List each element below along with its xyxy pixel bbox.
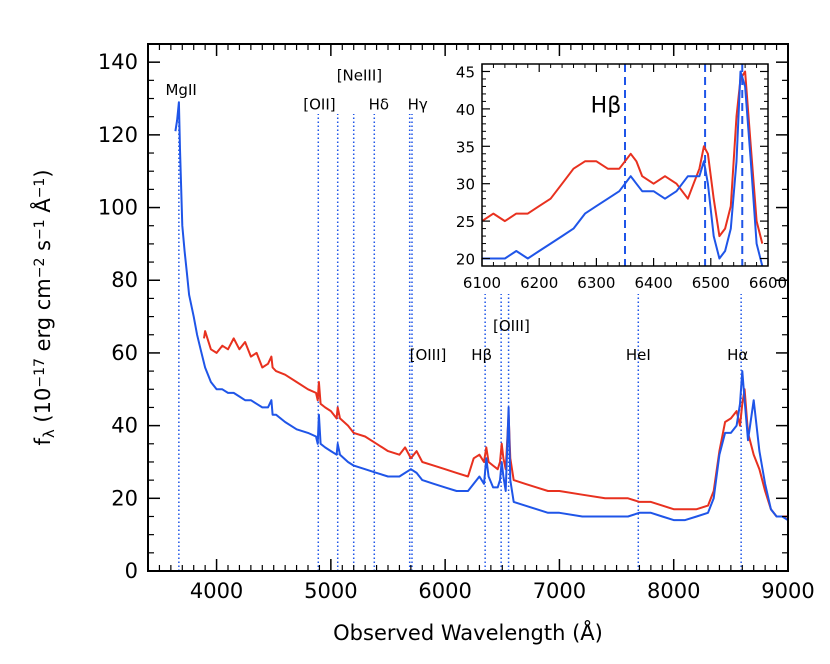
inset-x-tick-label: 6600	[749, 274, 787, 292]
inset-x-tick-label: 6400	[635, 274, 673, 292]
y-tick-label: 0	[125, 559, 138, 583]
y-tick-label: 100	[98, 196, 138, 220]
inset-spectrum-line	[481, 70, 764, 244]
x-tick-label: 9000	[761, 579, 814, 603]
emission-line-label: [OII]	[303, 95, 335, 113]
inset-y-tick-label: 35	[456, 138, 475, 156]
spectrum-line	[203, 330, 788, 518]
inset-spectrum-line	[482, 70, 764, 267]
y-tick-label: 20	[111, 486, 138, 510]
emission-line-label: [OIII]	[410, 346, 447, 364]
inset-frame	[481, 63, 769, 267]
main-plot: 4000 5000 6000 7000 8000 9000 0 20 40 60 80 100 120 1…	[29, 43, 815, 645]
y-axis-title-part: f	[31, 438, 55, 446]
x-tick-label: 8000	[647, 579, 700, 603]
y-tick-label: 120	[98, 123, 138, 147]
spectrum-line	[174, 101, 789, 522]
inset-x-tick-label: 6100	[463, 274, 501, 292]
emission-line-label: [OIII]	[493, 317, 530, 335]
inset-background	[442, 58, 776, 294]
inset-y-tick-label: 45	[456, 63, 475, 81]
inset-y-tick-label: 20	[456, 251, 475, 269]
y-tick-label: 80	[111, 268, 138, 292]
emission-line-label: [NeIII]	[337, 66, 382, 84]
emission-line-label: Hδ	[369, 95, 389, 113]
x-tick-label: 6000	[418, 579, 471, 603]
x-tick-label: 4000	[190, 579, 243, 603]
emission-line-label: MgII	[165, 81, 196, 99]
x-tick-label: 5000	[304, 579, 357, 603]
emission-line-label: Hγ	[408, 95, 428, 113]
inset-y-tick-label: 25	[456, 213, 475, 231]
y-tick-label: 140	[98, 50, 138, 74]
x-tick-label: 7000	[533, 579, 586, 603]
inset-hbeta-label: Hβ	[591, 94, 622, 119]
y-axis-title: fλ (10−17 erg cm−2 s−1 Å−1)	[29, 169, 58, 445]
emission-line-label: Hβ	[471, 346, 492, 364]
y-tick-label: 60	[111, 341, 138, 365]
y-tick-label: 40	[111, 414, 138, 438]
inset-x-tick-label: 6500	[692, 274, 730, 292]
emission-line-label: HeI	[626, 346, 651, 364]
inset-x-tick-label: 6300	[577, 274, 615, 292]
emission-line-label: Hα	[727, 346, 748, 364]
inset-x-tick-label: 6200	[520, 274, 558, 292]
inset-plot: 6100 6200 6300 6400 6500 6600 20 25 30 35 40 45 Hβ	[442, 58, 787, 294]
x-axis-title: Observed Wavelength (Å)	[333, 619, 603, 645]
inset-y-tick-label: 30	[456, 176, 475, 194]
inset-y-tick-label: 40	[456, 101, 475, 119]
